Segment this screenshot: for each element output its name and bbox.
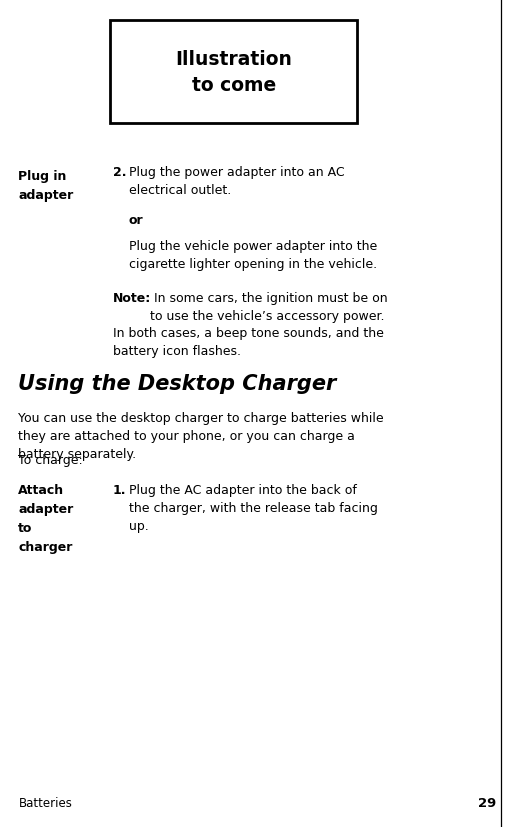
- Text: In both cases, a beep tone sounds, and the
battery icon flashes.: In both cases, a beep tone sounds, and t…: [113, 327, 384, 357]
- Text: or: or: [129, 213, 143, 227]
- Text: Batteries: Batteries: [18, 796, 72, 809]
- Text: Plug in
adapter: Plug in adapter: [18, 170, 74, 202]
- Text: 29: 29: [478, 796, 496, 809]
- Text: In some cars, the ignition must be on
to use the vehicle’s accessory power.: In some cars, the ignition must be on to…: [150, 292, 387, 323]
- Text: Plug the power adapter into an AC
electrical outlet.: Plug the power adapter into an AC electr…: [129, 165, 344, 196]
- Text: Note:: Note:: [113, 292, 151, 305]
- Text: Plug the AC adapter into the back of
the charger, with the release tab facing
up: Plug the AC adapter into the back of the…: [129, 484, 377, 533]
- Text: Plug the vehicle power adapter into the
cigarette lighter opening in the vehicle: Plug the vehicle power adapter into the …: [129, 240, 377, 270]
- FancyBboxPatch shape: [110, 21, 357, 124]
- Text: 1.: 1.: [113, 484, 127, 497]
- Text: 2.: 2.: [113, 165, 127, 179]
- Text: Using the Desktop Charger: Using the Desktop Charger: [18, 374, 337, 394]
- Text: Illustration
to come: Illustration to come: [175, 50, 292, 95]
- Text: Attach
adapter
to
charger: Attach adapter to charger: [18, 484, 74, 554]
- Text: To charge:: To charge:: [18, 453, 83, 466]
- Text: You can use the desktop charger to charge batteries while
they are attached to y: You can use the desktop charger to charg…: [18, 412, 384, 461]
